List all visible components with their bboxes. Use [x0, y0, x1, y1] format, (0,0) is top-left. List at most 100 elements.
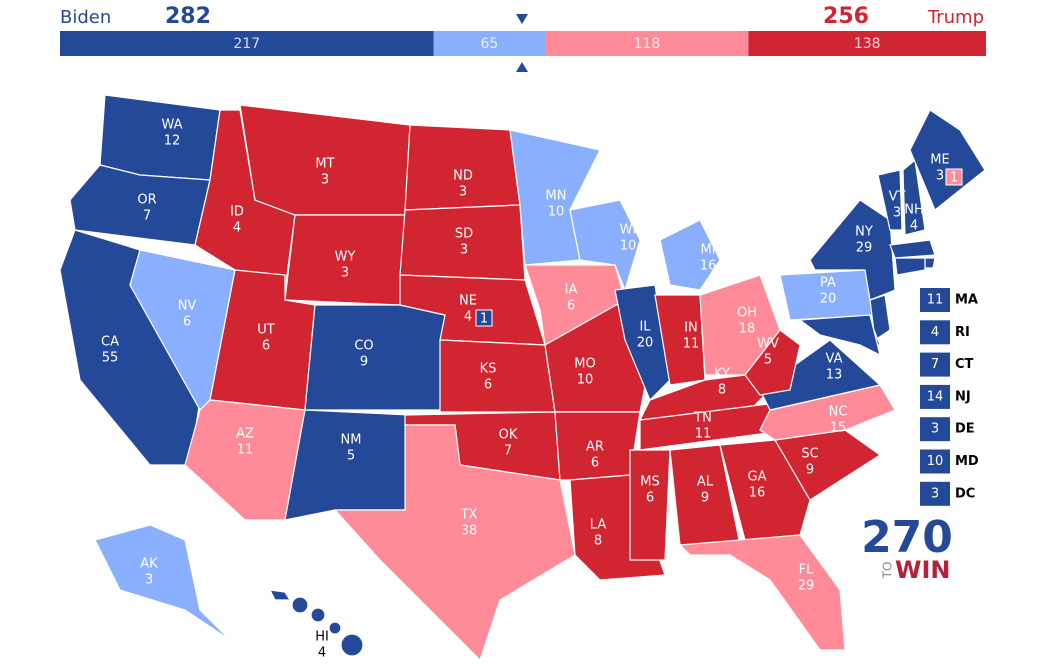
- left-candidate: Biden: [60, 7, 111, 28]
- logo-small: TO: [881, 562, 895, 580]
- state-abbr: NC: [829, 405, 848, 420]
- state-votes: 3: [893, 206, 901, 221]
- state-abbr: SC: [801, 447, 818, 462]
- state-abbr: KS: [480, 362, 497, 377]
- state-abbr: NM: [341, 433, 362, 448]
- callout-box: [920, 352, 950, 377]
- state-votes: 4: [233, 221, 241, 236]
- state-abbr: CO: [354, 339, 373, 354]
- state-abbr: AR: [586, 440, 604, 455]
- bar-segment: [433, 31, 546, 56]
- midpoint-marker: [516, 62, 528, 72]
- state: [924, 257, 936, 269]
- callout-abbr: DC: [955, 486, 975, 501]
- bar-segment-label: 65: [481, 36, 499, 52]
- state-votes: 6: [646, 491, 654, 506]
- state-votes: 9: [360, 355, 368, 370]
- callout-box: [920, 288, 950, 312]
- state-abbr: MI: [700, 243, 715, 258]
- bar-segment-label: 217: [233, 36, 260, 52]
- state-abbr: IN: [684, 321, 698, 336]
- state-abbr: VA: [826, 352, 843, 367]
- state-votes: 29: [798, 579, 815, 594]
- callout-votes: 3: [931, 422, 939, 437]
- state: [809, 199, 896, 301]
- callout-abbr: RI: [955, 325, 970, 340]
- state-abbr: HI: [315, 630, 329, 645]
- callout-votes: 3: [931, 486, 939, 501]
- callout-box: [920, 384, 950, 409]
- logo-word: WIN: [895, 556, 951, 584]
- state-votes: 38: [461, 524, 478, 539]
- state-abbr: IL: [639, 320, 651, 335]
- state-votes: 4: [464, 310, 472, 325]
- callout-box: [920, 481, 950, 506]
- state-votes: 8: [594, 534, 602, 549]
- state-abbr: VT: [889, 190, 906, 205]
- state-abbr: TX: [460, 508, 478, 523]
- state-votes: 5: [347, 449, 355, 464]
- midpoint-marker: [516, 14, 528, 24]
- state: [268, 589, 292, 601]
- district-box: [945, 168, 963, 186]
- state: [184, 399, 306, 521]
- state-votes: 29: [856, 241, 873, 256]
- state-abbr: NE: [459, 294, 477, 309]
- callout-votes: 7: [931, 357, 939, 372]
- state-votes: 13: [826, 368, 843, 383]
- state-votes: 3: [460, 243, 468, 258]
- state-votes: 9: [701, 491, 709, 506]
- logo-number: 270: [861, 512, 953, 563]
- state-votes: 3: [459, 185, 467, 200]
- state-votes: 11: [695, 427, 712, 442]
- state: [909, 109, 986, 211]
- state-votes: 8: [718, 383, 726, 398]
- callout-votes: 4: [931, 325, 939, 340]
- district-votes: 1: [480, 312, 488, 327]
- state-abbr: WA: [161, 118, 182, 133]
- state-votes: 3: [341, 266, 349, 281]
- state-votes: 6: [484, 378, 492, 393]
- state-abbr: PA: [820, 276, 836, 291]
- state-abbr: SD: [455, 227, 473, 242]
- callout-abbr: DE: [955, 422, 975, 437]
- state-abbr: AZ: [236, 427, 254, 442]
- callout-box: [920, 320, 950, 345]
- state-island: [310, 607, 326, 623]
- state-abbr: WV: [757, 337, 779, 352]
- state-abbr: NH: [904, 203, 924, 218]
- state-abbr: MO: [574, 357, 595, 372]
- bar-segment: [748, 31, 986, 56]
- state: [614, 284, 671, 402]
- vote-bar: 217 65 118 138: [60, 31, 986, 56]
- state-island: [340, 633, 364, 657]
- state: [439, 339, 556, 413]
- callout-abbr: CT: [955, 357, 974, 372]
- state-votes: 11: [237, 443, 254, 458]
- state-votes: 55: [102, 351, 119, 366]
- state-abbr: CA: [101, 335, 119, 350]
- state-abbr: UT: [257, 323, 275, 338]
- state-abbr: GA: [748, 470, 767, 485]
- bar-segment: [545, 31, 749, 56]
- state-abbr: ME: [930, 153, 949, 168]
- state-abbr: MN: [546, 189, 567, 204]
- callout-abbr: NJ: [955, 389, 971, 404]
- state-abbr: OR: [137, 193, 156, 208]
- state-votes: 3: [936, 169, 944, 184]
- state-votes: 3: [321, 173, 329, 188]
- us-map: [59, 94, 986, 662]
- left-total: 282: [165, 4, 211, 29]
- state-abbr: NV: [178, 299, 197, 314]
- state-votes: 9: [806, 463, 814, 478]
- logo: 270 TO WIN: [861, 512, 953, 584]
- state-abbr: AL: [697, 475, 714, 490]
- state-votes: 10: [548, 205, 565, 220]
- callout-votes: 14: [927, 389, 944, 404]
- state-abbr: LA: [590, 518, 607, 533]
- callout-abbr: MA: [955, 293, 978, 308]
- state-abbr: OK: [499, 428, 518, 443]
- state-votes: 18: [739, 322, 756, 337]
- state: [304, 304, 446, 411]
